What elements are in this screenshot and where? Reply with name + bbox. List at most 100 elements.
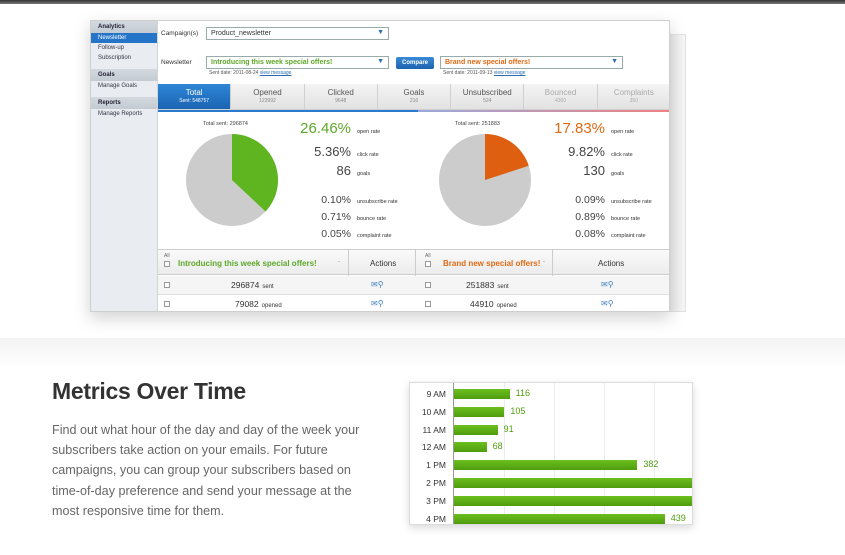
right-row-1-unit: sent <box>497 284 509 290</box>
sidebar-item[interactable]: Newsletter <box>91 33 157 43</box>
newsletter-right-value: Brand new special offers! <box>445 59 531 66</box>
header-divider <box>348 250 349 276</box>
select-all-left-checkbox[interactable] <box>164 261 170 267</box>
sidebar-item[interactable]: Manage Reports <box>98 111 143 117</box>
bar-value-label: 382 <box>643 459 659 470</box>
left-open-rate-label: open rate <box>357 129 381 135</box>
newsletter-left-value: Introducing this week special offers! <box>211 59 333 66</box>
tab-label: Clicked <box>327 88 354 97</box>
left-view-message-link[interactable]: view message <box>259 70 292 76</box>
header-divider <box>415 250 416 276</box>
tab-count: 216 <box>409 98 419 104</box>
left-goals-label: goals <box>357 171 371 177</box>
bar-row: 1 PM 382 <box>410 456 692 474</box>
envelope-icon[interactable]: ✉⚲ <box>371 280 384 289</box>
right-bounce-rate-label: bounce rate <box>611 216 641 222</box>
envelope-icon[interactable]: ✉⚲ <box>601 299 614 308</box>
bar <box>454 478 692 488</box>
tab-label: Total <box>185 88 203 97</box>
tab-complaints[interactable]: Complaints 350 <box>598 84 669 109</box>
right-message-title: Brand new special offers! <box>443 259 541 268</box>
left-row-1-value: 296874 <box>231 280 260 290</box>
bar-category-label: 2 PM <box>426 478 446 488</box>
section-description: Find out what hour of the day and day of… <box>52 423 360 518</box>
right-sort-icon[interactable]: - <box>543 259 545 265</box>
tab-count: 123992 <box>259 98 276 104</box>
row-checkbox[interactable] <box>425 282 431 288</box>
sidebar-section-header: Reports <box>91 97 157 109</box>
select-all-label: All <box>164 253 170 259</box>
header-divider <box>552 250 553 276</box>
right-bounce-rate-value: 0.89% <box>575 211 605 223</box>
comparison-table-header: All Introducing this week special offers… <box>158 249 669 276</box>
tab-goals[interactable]: Goals 216 <box>378 84 452 109</box>
tab-clicked[interactable]: Clicked 9648 <box>305 84 378 109</box>
right-complaint-rate: 0.08% complaint rate <box>545 228 645 240</box>
tab-count: 350 <box>629 98 638 104</box>
left-unsubscribe-rate-value: 0.10% <box>321 194 351 206</box>
left-click-rate-label: click rate <box>357 152 379 158</box>
envelope-icon[interactable]: ✉⚲ <box>601 280 614 289</box>
sidebar-item[interactable]: Follow-up <box>98 45 125 51</box>
right-view-message-link[interactable]: view message <box>493 70 526 76</box>
left-bounce-rate-value: 0.71% <box>321 211 351 223</box>
bar-row: 12 AM 68 <box>410 438 692 456</box>
left-bounce-rate: 0.71% bounce rate <box>291 211 386 223</box>
right-pie-chart <box>439 134 531 226</box>
bar-category-label: 1 PM <box>426 460 446 471</box>
hourly-bar-chart: 9 AM 116 10 AM 105 11 AM 91 12 AM 68 1 PM 382 2 PM… <box>409 382 693 525</box>
tab-total[interactable]: Total Sent: 548757 <box>158 84 232 109</box>
right-accent-bar <box>418 110 669 112</box>
row-checkbox[interactable] <box>164 301 170 307</box>
section-heading: Metrics Over Time <box>52 378 246 404</box>
bar-row: 9 AM 116 <box>410 385 692 403</box>
newsletter-right-select[interactable]: Brand new special offers! ▼ <box>440 56 623 69</box>
compare-button[interactable]: Compare <box>396 57 434 69</box>
sidebar-section-header: Analytics <box>91 21 157 33</box>
table-row: 296874 sent ✉⚲ 251883 sent ✉⚲ <box>158 276 669 295</box>
left-row-1-unit: sent <box>262 284 274 290</box>
tab-bounced[interactable]: Bounced 4300 <box>524 84 598 109</box>
tab-label: Opened <box>253 88 282 97</box>
left-row-value: 296874 sent <box>231 280 274 290</box>
tab-label: Unsubscribed <box>462 88 512 97</box>
left-goals-value: 86 <box>336 163 351 178</box>
bar-row: 2 PM <box>410 474 692 492</box>
left-unsubscribe-rate-label: unsubscribe rate <box>357 199 398 205</box>
left-open-rate-value: 26.46% <box>300 120 351 137</box>
chevron-down-icon: ▼ <box>377 29 384 36</box>
sidebar-item[interactable]: Subscription <box>98 55 132 61</box>
left-sort-icon[interactable]: - <box>338 259 340 265</box>
sidebar-item[interactable]: Manage Goals <box>98 83 138 89</box>
newsletter-label: Newsletter <box>161 59 192 66</box>
envelope-icon[interactable]: ✉⚲ <box>371 299 384 308</box>
bar-category-label: 11 AM <box>422 424 446 435</box>
gridline <box>504 383 505 524</box>
bar-value-label: 68 <box>492 441 503 452</box>
bar <box>454 406 505 417</box>
left-row-2-value: 79082 <box>235 299 259 309</box>
tab-unsubscribed[interactable]: Unsubscribed 524 <box>451 84 525 109</box>
row-checkbox[interactable] <box>425 301 431 307</box>
right-sent-date-text: Sent date: 2011-09-13 <box>443 70 493 76</box>
bar <box>454 424 498 435</box>
campaign-select-value: Product_newsletter <box>211 30 271 37</box>
tab-label: Complaints <box>613 88 654 97</box>
right-unsubscribe-rate-value: 0.09% <box>575 194 605 206</box>
bar-category-label: 9 AM <box>426 389 446 399</box>
left-bounce-rate-label: bounce rate <box>357 216 387 222</box>
right-sent-date: Sent date: 2011-09-13 view message <box>443 70 525 76</box>
right-open-rate: 17.83% open rate <box>545 120 634 137</box>
left-total-sent: Total sent: 296874 <box>203 121 248 127</box>
left-complaint-rate-value: 0.05% <box>321 228 351 240</box>
bar-category-label: 12 AM <box>421 442 446 453</box>
left-pie-chart <box>186 134 278 226</box>
right-goals: 130 goals <box>545 163 624 178</box>
gridline <box>554 383 555 524</box>
campaign-select[interactable]: Product_newsletter ▼ <box>206 27 389 40</box>
tab-opened[interactable]: Opened 123992 <box>231 84 305 109</box>
row-checkbox[interactable] <box>164 282 170 288</box>
gridline <box>604 383 605 524</box>
select-all-right-checkbox[interactable] <box>425 261 431 267</box>
newsletter-left-select[interactable]: Introducing this week special offers! ▼ <box>206 56 389 69</box>
